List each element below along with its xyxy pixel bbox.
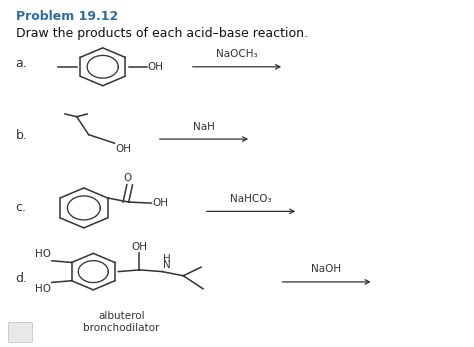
- Text: Problem 19.12: Problem 19.12: [16, 10, 118, 23]
- Text: NaOCH₃: NaOCH₃: [216, 49, 258, 59]
- Text: albuterol
bronchodilator: albuterol bronchodilator: [83, 311, 160, 332]
- Text: HO: HO: [35, 284, 51, 294]
- Text: OH: OH: [116, 144, 131, 154]
- Text: NaHCO₃: NaHCO₃: [230, 194, 272, 204]
- Text: OH: OH: [131, 242, 147, 252]
- Text: N: N: [163, 260, 171, 270]
- Text: OH: OH: [152, 198, 168, 208]
- Text: HO: HO: [35, 249, 51, 260]
- Text: H: H: [163, 254, 171, 264]
- Text: OH: OH: [147, 62, 163, 72]
- Text: c.: c.: [16, 201, 27, 214]
- Text: b.: b.: [16, 129, 27, 142]
- Text: a.: a.: [16, 57, 27, 70]
- Text: Draw the products of each acid–base reaction.: Draw the products of each acid–base reac…: [16, 27, 308, 40]
- Text: NaH: NaH: [193, 121, 215, 132]
- Text: O: O: [124, 173, 132, 183]
- Text: NaOH: NaOH: [311, 264, 342, 274]
- Text: d.: d.: [16, 272, 27, 285]
- FancyBboxPatch shape: [9, 323, 33, 342]
